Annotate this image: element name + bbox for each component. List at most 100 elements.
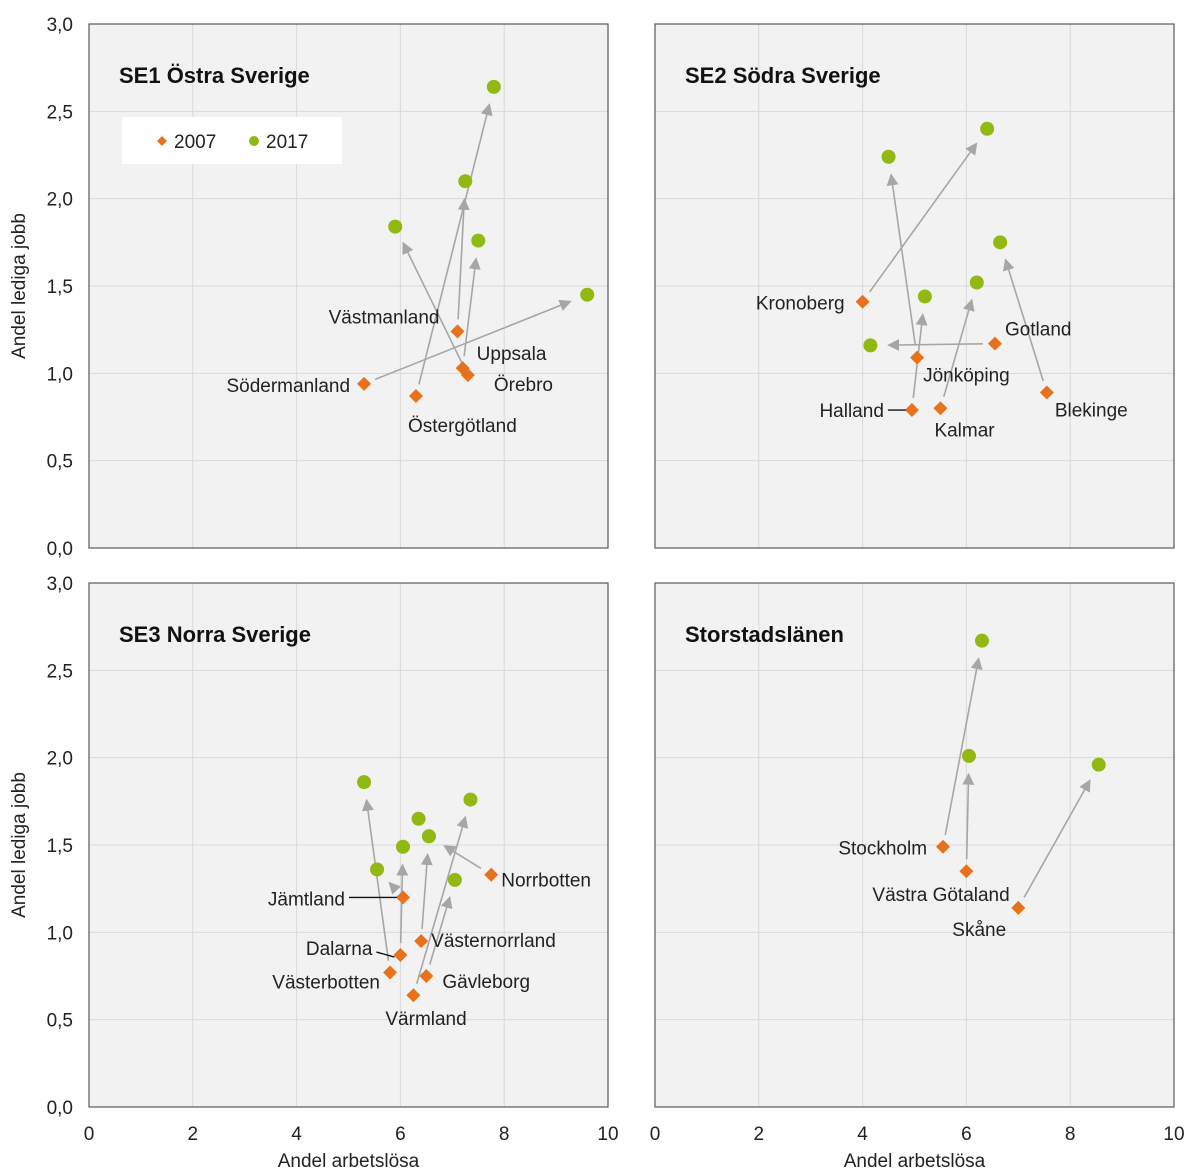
point-2007-kronoberg <box>855 294 870 309</box>
point-label-orebro: Örebro <box>494 375 553 396</box>
y-tick-label: 2,5 <box>47 661 73 682</box>
x-tick-label: 0 <box>650 1124 661 1145</box>
arrow-ostergotland <box>418 103 493 385</box>
y-tick-label: 0,5 <box>47 1011 73 1032</box>
legend-marker-2017 <box>249 136 259 146</box>
point-2007-vasterbotten <box>383 965 398 980</box>
point-2017-ostergotland <box>486 79 501 94</box>
point-2017-vasternorrland <box>421 829 436 844</box>
y-tick-label: 2,5 <box>47 102 73 123</box>
panel-se2-sodra-sverige: SE2 Södra Sverige Kronoberg Gotland Jönköpi… <box>654 23 1175 549</box>
point-label-vasternorrland: Västernorrland <box>431 931 556 952</box>
point-2017-vasterbotten <box>357 775 372 790</box>
x-tick-label: 2 <box>188 1124 199 1145</box>
point-label-norrbotten: Norrbotten <box>501 871 591 892</box>
point-2017-jonkoping <box>881 149 896 164</box>
x-tick-label: 10 <box>1163 1124 1184 1145</box>
x-tick-label: 8 <box>499 1124 510 1145</box>
arrow-stockholm <box>944 657 983 836</box>
y-tick-label: 0,0 <box>47 1098 73 1119</box>
x-axis-title: Andel arbetslösa <box>278 1151 420 1171</box>
arrow-uppsala <box>463 257 481 357</box>
arrow-skane <box>1023 779 1091 898</box>
arrow-kalmar <box>943 298 975 397</box>
point-2007-skane <box>1011 900 1026 915</box>
point-2007-dalarna <box>393 948 408 963</box>
x-tick-label: 2 <box>754 1124 765 1145</box>
point-2017-halland <box>917 289 932 304</box>
plot-border <box>88 23 609 549</box>
point-2007-vasternorrland <box>414 934 429 949</box>
y-tick-label: 1,0 <box>47 923 73 944</box>
point-label-blekinge: Blekinge <box>1055 401 1128 422</box>
x-axis-title: Andel arbetslösa <box>844 1151 986 1171</box>
plot-border <box>88 582 609 1108</box>
y-axis-title: Andel lediga jobb <box>9 213 30 359</box>
point-2007-stockholm <box>936 839 951 854</box>
panel-title: Storstadslänen <box>685 622 844 647</box>
point-label-kronoberg: Kronoberg <box>756 294 845 315</box>
plot-border <box>654 582 1175 1108</box>
x-tick-label: 10 <box>597 1124 618 1145</box>
panel-title: SE2 Södra Sverige <box>685 63 881 88</box>
arrow-norrbotten <box>443 845 482 870</box>
point-2007-gavleborg <box>419 969 434 983</box>
y-tick-label: 3,0 <box>47 15 73 36</box>
y-tick-label: 1,5 <box>47 277 73 298</box>
point-2007-jamtland <box>395 890 410 905</box>
y-tick-label: 1,5 <box>47 836 73 857</box>
point-2007-sodermanland <box>357 376 372 391</box>
y-tick-label: 2,0 <box>47 749 73 770</box>
point-2017-blekinge <box>993 235 1008 250</box>
point-label-gavleborg: Gävleborg <box>442 972 530 993</box>
x-tick-label: 4 <box>291 1124 302 1145</box>
y-tick-label: 1,0 <box>47 364 73 385</box>
point-2017-unlabeled <box>411 811 426 826</box>
point-2017-jamtland <box>370 862 385 877</box>
point-2007-orebro <box>460 368 475 383</box>
panel-storstadslanen: 0 2 4 6 8 10 Andel arbetslösa Storstadslänen Sto… <box>650 582 1185 1171</box>
point-2017-gotland <box>863 338 878 353</box>
y-axis-title: Andel lediga jobb <box>9 772 30 918</box>
point-2017-orebro <box>388 219 403 234</box>
arrow-vasterbotten <box>362 798 390 961</box>
arrow-orebro <box>402 241 464 365</box>
panel-title: SE3 Norra Sverige <box>119 622 311 647</box>
arrow-varmland <box>415 815 469 984</box>
legend-label: 2007 <box>174 132 216 153</box>
x-tick-label: 6 <box>395 1124 406 1145</box>
point-label-skane: Skåne <box>952 920 1006 941</box>
panel-title: SE1 Östra Sverige <box>119 63 310 88</box>
y-tick-label: 0,5 <box>47 452 73 473</box>
arrow-vastra-gotaland <box>962 772 975 860</box>
panel-se3-norra-sverige: 0,0 0,5 1,0 1,5 2,0 2,5 3,0 0 2 4 6 8 10 Andel lediga… <box>9 574 619 1171</box>
legend: 2007 2017 <box>122 117 342 164</box>
point-2007-gotland <box>987 336 1002 351</box>
point-label-halland: Halland <box>819 401 883 422</box>
point-2007-blekinge <box>1039 385 1054 400</box>
point-2017-stockholm <box>974 633 989 648</box>
point-2017-gavleborg <box>447 872 462 887</box>
arrow-blekinge <box>1002 258 1045 382</box>
point-2017-kronoberg <box>980 121 995 136</box>
point-2017-vastra-gotaland <box>961 748 976 763</box>
point-label-uppsala: Uppsala <box>477 344 547 365</box>
point-label-sodermanland: Södermanland <box>226 376 350 397</box>
legend-box <box>122 117 342 164</box>
point-label-vasterbotten: Västerbotten <box>272 973 380 994</box>
arrow-sodermanland <box>374 299 572 381</box>
arrow-dalarna <box>396 863 409 944</box>
x-tick-label: 8 <box>1065 1124 1076 1145</box>
point-2007-halland <box>904 403 919 418</box>
point-2007-varmland <box>406 988 421 1003</box>
point-2017-sodermanland <box>580 287 595 302</box>
point-2017-skane <box>1091 757 1106 772</box>
point-2017-vastmanland <box>458 174 473 189</box>
y-tick-label: 2,0 <box>47 190 73 211</box>
point-label-ostergotland: Östergötland <box>408 416 517 437</box>
y-tick-label: 0,0 <box>47 539 73 560</box>
x-tick-label: 0 <box>84 1124 95 1145</box>
y-tick-label: 3,0 <box>47 574 73 595</box>
